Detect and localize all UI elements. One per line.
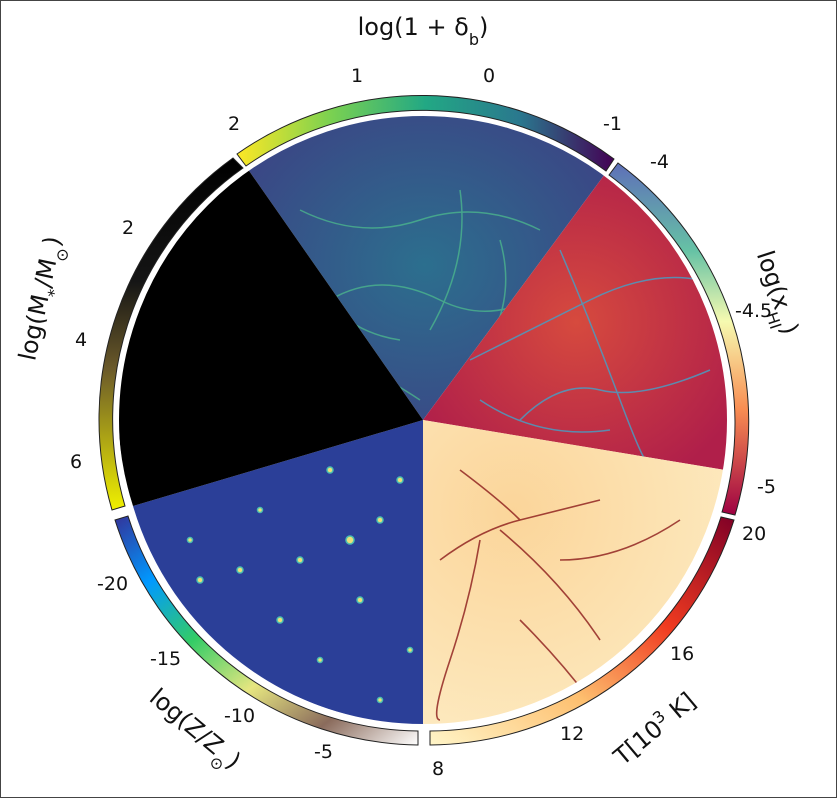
metallicity-colorbar xyxy=(114,515,419,746)
temperature-tick: 16 xyxy=(670,643,694,665)
temperature-colorbar xyxy=(429,516,735,746)
neutral-fraction-tick: -4 xyxy=(650,151,669,173)
neutral-fraction-title: log(xHI) xyxy=(744,247,804,340)
metallicity-clumps xyxy=(186,466,414,704)
stellar-mass-tick: 2 xyxy=(122,217,134,239)
temperature-tick: 12 xyxy=(560,723,584,745)
metallicity-tick: -5 xyxy=(314,741,333,763)
metallicity-tick: -20 xyxy=(97,573,128,595)
density-tick: 0 xyxy=(483,65,495,87)
stellar-mass-tick: 6 xyxy=(70,451,82,473)
metallicity-tick: -15 xyxy=(150,648,181,670)
tick-labels: 2 1 0 -1 -4 -4.5 -5 20 16 12 8 -20 -15 -… xyxy=(70,65,776,780)
metallicity-tick: -10 xyxy=(224,705,255,727)
panels-group xyxy=(118,115,728,725)
density-tick: 2 xyxy=(228,113,240,135)
temperature-tick: 8 xyxy=(432,758,444,780)
temperature-filaments xyxy=(435,469,681,721)
temperature-panel xyxy=(423,420,725,725)
temperature-tick: 20 xyxy=(742,523,766,545)
stellar-mass-title: log(M*/M⊙) xyxy=(13,234,74,365)
stellar-mass-tick: 4 xyxy=(75,329,87,351)
density-colorbar xyxy=(236,95,615,172)
inner-circle xyxy=(117,114,729,726)
density-title: log(1 + δb) xyxy=(358,13,489,49)
metallicity-panel xyxy=(133,420,423,725)
metallicity-title: log(Z/Z⊙) xyxy=(139,683,246,781)
density-tick: -1 xyxy=(603,113,622,135)
neutral-fraction-tick: -5 xyxy=(757,476,776,498)
neutral-fraction-tick: -4.5 xyxy=(735,300,772,322)
ring-colorbars xyxy=(98,95,750,746)
density-panel xyxy=(245,115,605,420)
temperature-title: T[103 K] xyxy=(606,685,701,772)
neutral-fraction-colorbar xyxy=(608,162,750,516)
density-tick: 1 xyxy=(351,65,363,87)
stellar-mass-colorbar xyxy=(98,157,244,511)
neutral-fraction-panel xyxy=(423,174,728,470)
stellar-mass-panel xyxy=(118,165,423,506)
